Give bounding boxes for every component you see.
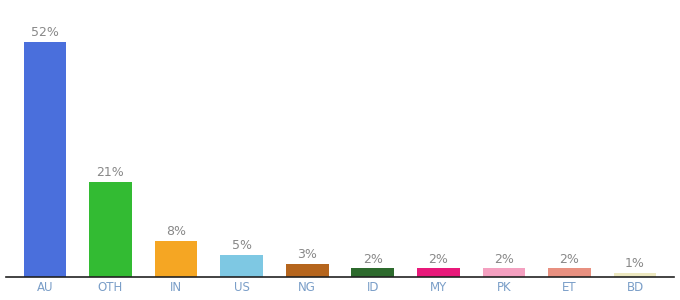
Bar — [220, 255, 263, 277]
Text: 2%: 2% — [428, 253, 448, 266]
Text: 21%: 21% — [97, 167, 124, 179]
Bar — [417, 268, 460, 277]
Bar — [352, 268, 394, 277]
Bar — [483, 268, 525, 277]
Bar — [614, 273, 656, 277]
Bar — [548, 268, 591, 277]
Text: 3%: 3% — [297, 248, 317, 261]
Bar — [89, 182, 132, 277]
Text: 1%: 1% — [625, 257, 645, 270]
Text: 8%: 8% — [166, 225, 186, 238]
Text: 2%: 2% — [494, 253, 514, 266]
Bar — [24, 42, 66, 277]
Bar — [286, 264, 328, 277]
Text: 2%: 2% — [363, 253, 383, 266]
Text: 2%: 2% — [560, 253, 579, 266]
Text: 52%: 52% — [31, 26, 59, 39]
Text: 5%: 5% — [232, 239, 252, 252]
Bar — [155, 241, 197, 277]
